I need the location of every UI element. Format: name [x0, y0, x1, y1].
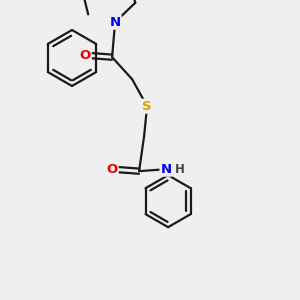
Text: O: O: [106, 163, 118, 176]
Text: N: N: [160, 163, 172, 176]
Text: H: H: [175, 163, 185, 176]
Text: S: S: [142, 100, 152, 113]
Text: N: N: [110, 16, 121, 29]
Text: O: O: [80, 49, 91, 62]
